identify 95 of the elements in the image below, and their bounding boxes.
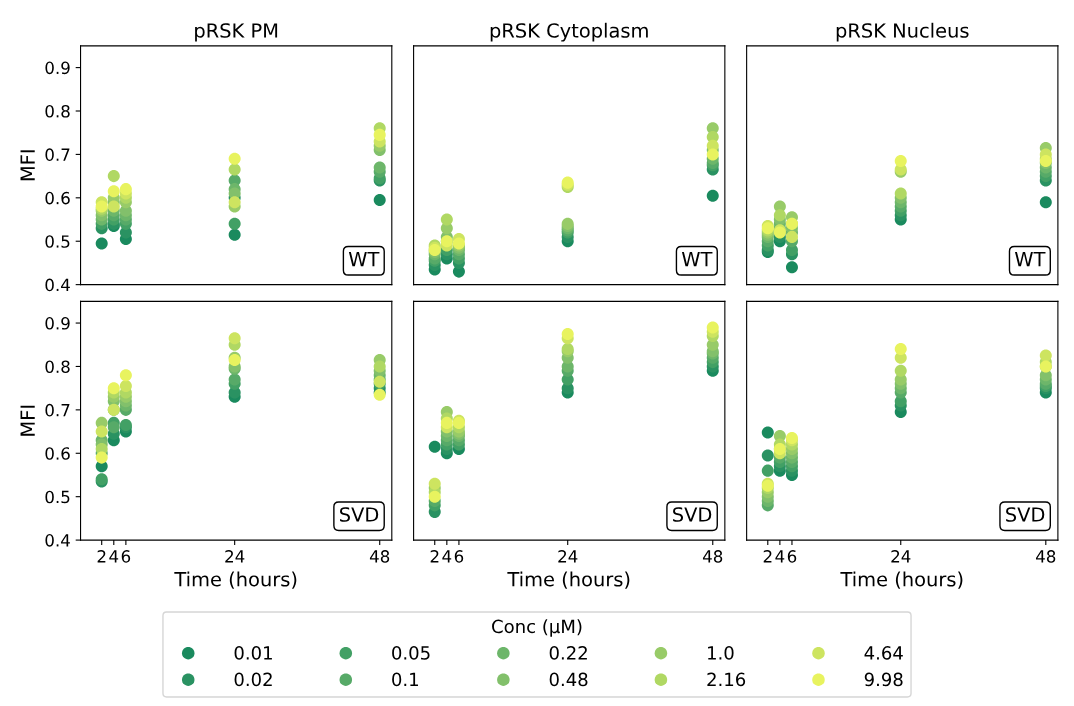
point	[761, 449, 774, 462]
y-tick-label: 0.4	[45, 278, 70, 292]
annotation: SVD	[340, 507, 379, 522]
x-tick-label: 24	[558, 550, 578, 563]
point	[428, 490, 441, 503]
y-tick-label: 0.5	[45, 490, 70, 504]
annotation: SVD	[673, 507, 712, 522]
y-tick-label: 0.7	[45, 148, 70, 161]
point	[428, 440, 441, 453]
x-tick-label: 4	[109, 550, 119, 563]
annotation: WT	[348, 251, 380, 267]
x-tick-label: 4	[775, 550, 785, 563]
point	[107, 185, 120, 198]
y-tick-label: 0.4	[45, 534, 70, 547]
annotation: WT	[1014, 251, 1046, 267]
point	[894, 154, 907, 167]
point	[373, 161, 386, 174]
legend-label: 0.22	[549, 646, 587, 660]
point	[773, 209, 786, 222]
y-axis-title: MFI	[20, 150, 35, 181]
chart-title: pRSK Nucleus	[836, 22, 969, 42]
x-tick-label: 24	[891, 550, 911, 563]
point	[894, 187, 907, 200]
x-tick-label: 4	[442, 550, 452, 563]
x-tick-label: 6	[121, 550, 131, 563]
x-tick-label: 2	[430, 550, 439, 563]
y-tick-label: 0.6	[45, 447, 70, 460]
point	[373, 360, 386, 373]
x-tick-label: 24	[225, 550, 245, 563]
x-tick-label: 6	[787, 550, 797, 563]
point	[228, 217, 241, 230]
point	[107, 382, 120, 395]
legend-label: 0.05	[392, 646, 430, 660]
point	[107, 200, 120, 213]
y-axis-title: MFI	[20, 405, 35, 436]
y-tick-label: 0.8	[45, 104, 70, 118]
point	[107, 170, 120, 183]
legend-label: 9.98	[864, 672, 903, 687]
point	[119, 379, 132, 393]
point	[228, 152, 241, 165]
point	[228, 332, 241, 345]
y-tick-label: 0.9	[45, 317, 70, 330]
legend-label: 0.48	[549, 672, 588, 687]
y-tick-label: 0.8	[45, 360, 70, 374]
point	[119, 369, 132, 382]
x-tick-label: 48	[369, 550, 390, 563]
point	[440, 213, 453, 226]
point	[95, 425, 108, 438]
x-tick-label: 48	[1036, 550, 1056, 563]
point	[228, 373, 241, 386]
point	[107, 421, 120, 434]
point	[561, 327, 574, 340]
legend-label: 4.64	[864, 646, 903, 660]
x-tick-label: 2	[97, 550, 106, 563]
point	[706, 321, 719, 334]
legend-label: 0.02	[234, 672, 272, 687]
chart-title: pRSK Cytoplasm	[490, 22, 648, 42]
point	[373, 128, 386, 141]
point	[95, 237, 108, 250]
legend-label: 0.1	[392, 672, 418, 687]
point	[761, 464, 774, 477]
point	[373, 193, 386, 206]
point	[706, 189, 719, 202]
y-tick-label: 0.9	[45, 61, 70, 75]
point	[1039, 196, 1052, 209]
legend-label: 2.16	[707, 672, 746, 687]
point	[894, 343, 907, 356]
point	[228, 163, 241, 176]
point	[119, 183, 132, 196]
legend-title: Conc (μM)	[492, 619, 582, 637]
x-tick-label: 48	[702, 550, 723, 563]
point	[228, 228, 241, 241]
annotation: SVD	[1006, 507, 1045, 522]
x-tick-label: 2	[763, 550, 772, 563]
point	[428, 477, 441, 490]
point	[95, 451, 108, 464]
annotation: WT	[681, 251, 713, 267]
point	[785, 230, 798, 243]
x-axis-title: Time (hours)	[507, 571, 630, 589]
point	[894, 364, 907, 377]
x-axis-title: Time (hours)	[840, 571, 963, 589]
point	[785, 261, 798, 274]
point	[706, 148, 719, 161]
chart-title: pRSK PM	[195, 23, 278, 42]
point	[228, 196, 241, 209]
legend-label: 1.0	[708, 646, 734, 660]
y-tick-label: 0.5	[45, 235, 70, 248]
point	[440, 416, 453, 429]
point	[761, 426, 774, 439]
legend-label: 0.01	[234, 646, 272, 660]
point	[1039, 349, 1052, 362]
y-tick-label: 0.6	[45, 191, 70, 205]
y-tick-label: 0.7	[45, 403, 70, 417]
x-axis-title: Time (hours)	[174, 571, 297, 589]
x-tick-label: 6	[454, 550, 464, 563]
